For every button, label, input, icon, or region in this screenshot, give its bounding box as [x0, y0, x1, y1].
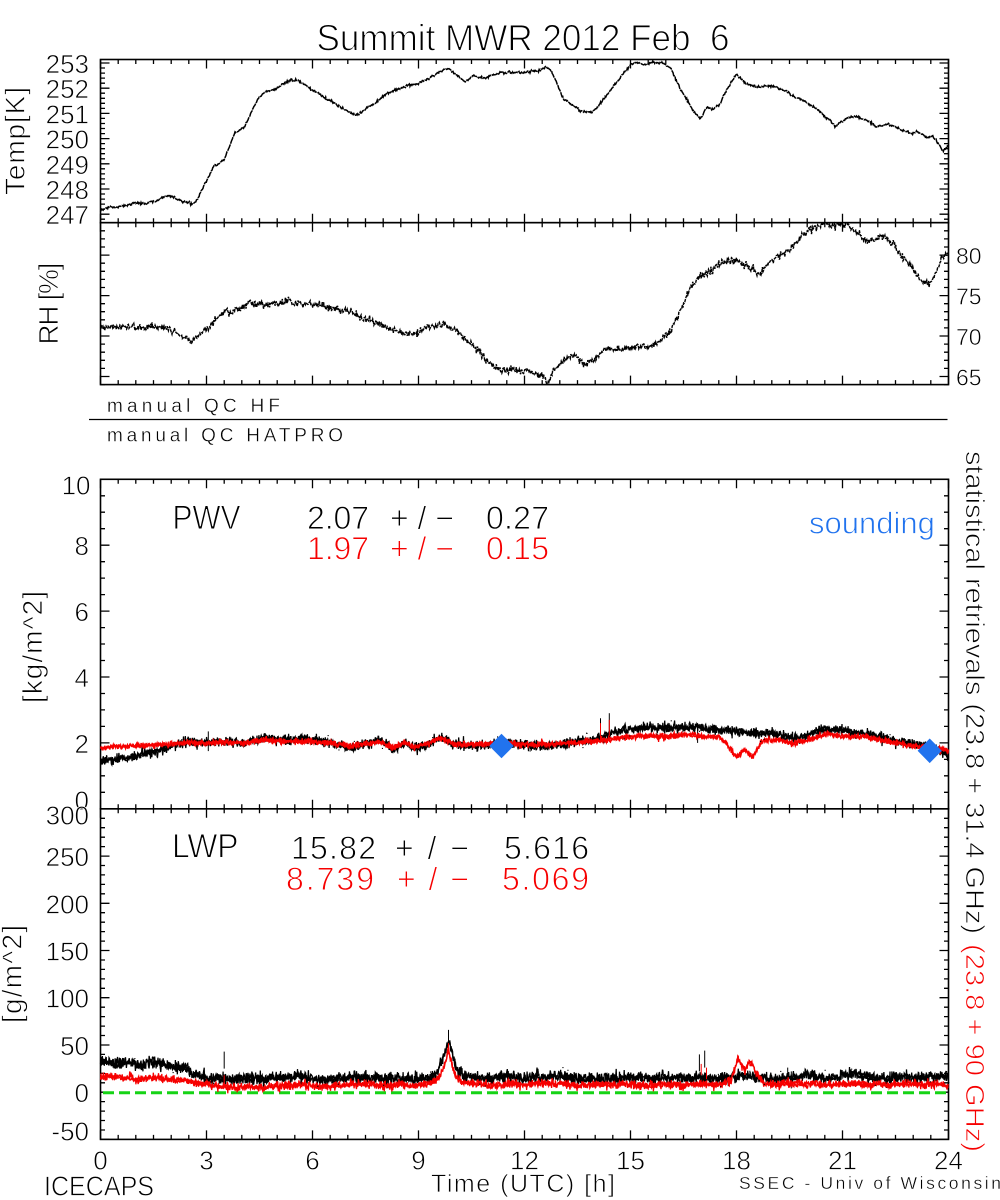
svg-text:0: 0: [93, 1146, 107, 1176]
svg-text:5.616: 5.616: [504, 830, 589, 866]
svg-text:Temp[K]: Temp[K]: [0, 87, 31, 195]
svg-text:8: 8: [75, 531, 89, 561]
svg-text:9: 9: [411, 1146, 425, 1176]
svg-text:1.97: 1.97: [307, 531, 369, 567]
svg-text:+/−: +/−: [397, 861, 469, 897]
svg-text:253: 253: [46, 49, 89, 79]
svg-text:Time (UTC) [h]: Time (UTC) [h]: [431, 1170, 615, 1198]
svg-text:252: 252: [46, 74, 89, 104]
svg-text:0: 0: [75, 1078, 89, 1108]
svg-text:+/−: +/−: [390, 500, 454, 536]
svg-text:300: 300: [46, 801, 89, 831]
svg-text:+/−: +/−: [395, 830, 469, 866]
svg-text:LWP: LWP: [172, 828, 239, 866]
svg-text:250: 250: [46, 125, 89, 155]
svg-text:SSEC - Univ of Wisconsin: SSEC - Univ of Wisconsin: [739, 1173, 1000, 1193]
svg-text:3: 3: [199, 1146, 213, 1176]
svg-text:15: 15: [616, 1146, 645, 1176]
svg-text:[g/m^2]: [g/m^2]: [0, 925, 28, 1023]
svg-text:(23.8 + 90 GHz): (23.8 + 90 GHz): [960, 944, 990, 1152]
svg-text:18: 18: [722, 1146, 751, 1176]
svg-text:sounding: sounding: [809, 506, 935, 541]
svg-text:2: 2: [75, 729, 89, 759]
svg-text:200: 200: [46, 889, 89, 919]
svg-text:4: 4: [75, 663, 89, 693]
svg-text:10: 10: [62, 471, 91, 501]
svg-text:100: 100: [46, 984, 89, 1014]
svg-text:6: 6: [305, 1146, 319, 1176]
svg-text:6: 6: [75, 597, 89, 627]
svg-text:+/−: +/−: [390, 531, 454, 567]
svg-text:250: 250: [46, 842, 89, 872]
svg-text:15.82: 15.82: [291, 830, 376, 866]
svg-text:[kg/m^2]: [kg/m^2]: [17, 591, 48, 703]
svg-text:2.07: 2.07: [307, 500, 369, 536]
svg-text:ICECAPS: ICECAPS: [44, 1171, 154, 1200]
svg-text:24: 24: [934, 1146, 963, 1176]
svg-text:statistical retrievals (23.8 +: statistical retrievals (23.8 + 31.4 GHz): [960, 451, 990, 934]
svg-text:21: 21: [828, 1146, 857, 1176]
svg-text:5.069: 5.069: [502, 861, 589, 897]
svg-text:RH [%]: RH [%]: [33, 263, 64, 345]
svg-text:150: 150: [46, 937, 89, 967]
svg-text:Summit MWR 2012 Feb 6: Summit MWR 2012 Feb 6: [317, 18, 730, 59]
svg-text:50: 50: [60, 1031, 89, 1061]
svg-text:70: 70: [956, 324, 982, 350]
svg-text:0: 0: [75, 785, 89, 815]
svg-text:PWV: PWV: [173, 499, 241, 537]
svg-text:65: 65: [956, 365, 982, 391]
svg-text:-50: -50: [51, 1117, 89, 1147]
svg-text:8.739: 8.739: [286, 861, 374, 897]
svg-text:248: 248: [46, 175, 89, 205]
svg-text:12: 12: [510, 1146, 539, 1176]
svg-text:75: 75: [956, 284, 982, 310]
svg-text:247: 247: [46, 200, 89, 230]
svg-text:251: 251: [46, 99, 89, 129]
svg-text:0.15: 0.15: [486, 531, 549, 567]
svg-text:80: 80: [956, 243, 982, 269]
svg-text:249: 249: [46, 150, 89, 180]
svg-text:0.27: 0.27: [486, 500, 549, 536]
